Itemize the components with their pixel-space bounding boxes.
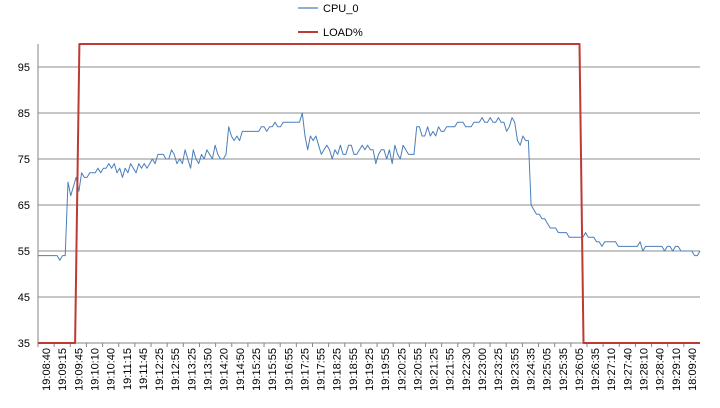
x-tick-label: 19:23:55 (509, 348, 521, 391)
x-tick-label: 19:29:10 (671, 348, 683, 391)
legend-label: CPU_0 (323, 3, 358, 15)
y-tick-label: 85 (18, 108, 30, 120)
x-tick-label: 19:20:55 (412, 348, 424, 391)
x-tick-label: 19:25:05 (542, 348, 554, 391)
x-tick-label: 19:13:25 (186, 348, 198, 391)
x-tick-label: 19:28:10 (638, 348, 650, 391)
x-tick-label: 19:25:35 (558, 348, 570, 391)
x-tick-label: 19:19:25 (364, 348, 376, 391)
x-tick-label: 19:21:55 (445, 348, 457, 391)
x-tick-label: 19:13:50 (203, 348, 215, 391)
x-tick-label: 19:11:15 (122, 348, 134, 390)
x-tick-label: 19:10:10 (90, 348, 102, 391)
x-tick-label: 19:12:55 (170, 348, 182, 391)
x-tick-label: 19:27:40 (622, 348, 634, 391)
x-tick-label: 19:09:15 (57, 348, 69, 391)
y-tick-label: 75 (18, 154, 30, 166)
x-tick-label: 19:15:55 (267, 348, 279, 391)
x-tick-label: 19:21:25 (429, 348, 441, 391)
y-tick-label: 35 (18, 338, 30, 350)
x-tick-label: 19:08:40 (41, 348, 53, 391)
y-tick-label: 65 (18, 200, 30, 212)
x-tick-label: 19:17:25 (299, 348, 311, 391)
x-tick-label: 19:11:45 (138, 348, 150, 390)
y-tick-label: 95 (18, 62, 30, 74)
x-tick-label: 19:26:35 (590, 348, 602, 391)
x-tick-label: 19:15:25 (251, 348, 263, 391)
x-tick-label: 19:26:05 (574, 348, 586, 391)
x-tick-label: 19:16:55 (283, 348, 295, 391)
series-line-load- (38, 43, 700, 344)
x-tick-label: 19:10:40 (106, 348, 118, 391)
x-tick-label: 19:27:10 (606, 348, 618, 391)
x-tick-label: 19:23:25 (493, 348, 505, 391)
x-tick-label: 19:22:30 (461, 348, 473, 391)
x-tick-label: 19:14:20 (219, 348, 231, 391)
y-tick-label: 55 (18, 246, 30, 258)
x-tick-label: 19:19:55 (380, 348, 392, 391)
x-tick-label: 19:28:40 (655, 348, 667, 391)
series-line-cpu-0 (38, 112, 701, 261)
y-tick-label: 45 (18, 292, 30, 304)
x-tick-label: 19:14:50 (235, 348, 247, 391)
x-tick-label: 19:09:45 (73, 348, 85, 391)
x-tick-label: 19:18:55 (348, 348, 360, 391)
x-tick-label: 18:09:40 (687, 348, 699, 391)
x-tick-label: 19:20:25 (396, 348, 408, 391)
x-tick-label: 19:18:25 (332, 348, 344, 391)
x-tick-label: 19:24:35 (525, 348, 537, 391)
x-tick-label: 19:17:55 (316, 348, 328, 391)
x-tick-label: 19:12:25 (154, 348, 166, 391)
legend-label: LOAD% (323, 27, 363, 39)
x-tick-label: 19:23:00 (477, 348, 489, 391)
